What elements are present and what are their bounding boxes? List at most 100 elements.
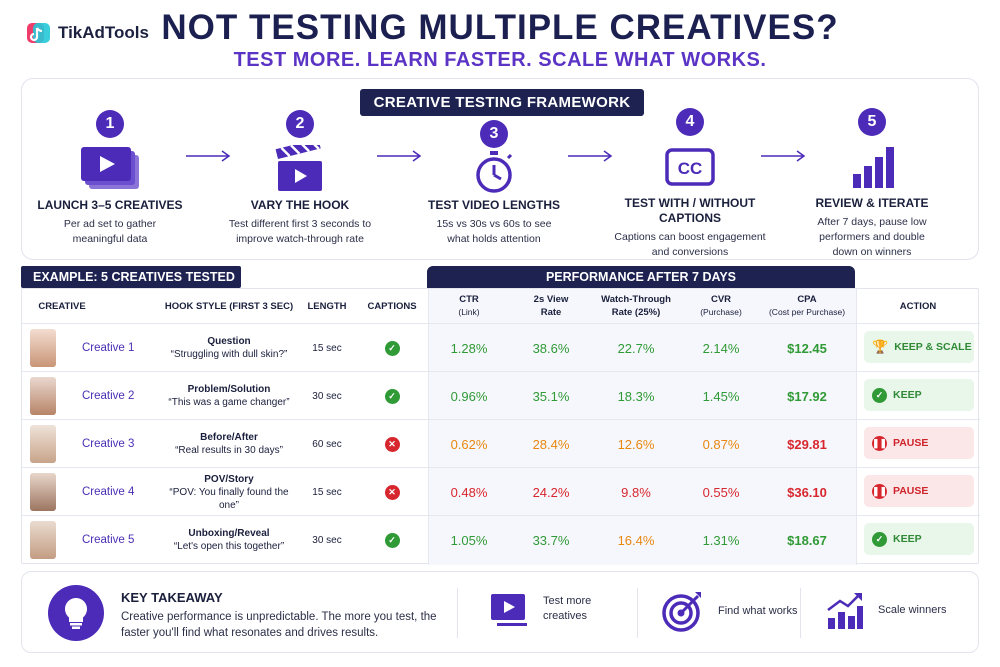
header-creative: CREATIVE: [38, 300, 86, 312]
arrow-icon: [186, 150, 231, 162]
step-title: LAUNCH 3–5 CREATIVES: [37, 198, 183, 212]
step-2: 2 VARY THE HOOK Test different first 3 s…: [210, 110, 390, 247]
header-view-rate: 2s View Rate: [533, 294, 569, 318]
ctr-value: 0.62%: [450, 436, 488, 452]
cpa-value: $36.10: [787, 484, 827, 500]
stopwatch-icon: [404, 150, 584, 194]
creative-name[interactable]: Creative 2: [82, 390, 135, 402]
cvr-value: 1.31%: [702, 532, 740, 548]
table-row: Creative 2 Problem/Solution “This was a g…: [22, 371, 980, 419]
check-icon: ✓: [872, 387, 887, 403]
view-rate-value: 28.4%: [532, 436, 570, 452]
step-number: 5: [858, 108, 886, 136]
divider: [800, 588, 801, 638]
header-cpa: CPA (Cost per Purchase): [768, 294, 846, 317]
length: 30 sec: [312, 390, 342, 402]
view-rate-value: 24.2%: [532, 484, 570, 500]
cpa-value: $18.67: [787, 532, 827, 548]
video-icon: [491, 594, 527, 626]
creative-table: CREATIVE HOOK STYLE (FIRST 3 SEC) LENGTH…: [21, 288, 980, 565]
performance-section: [428, 289, 856, 565]
key-takeaway-panel: KEY TAKEAWAY Creative performance is unp…: [21, 571, 979, 653]
step-desc: Per ad set to gather meaningful data: [63, 218, 157, 245]
header-length: LENGTH: [307, 300, 347, 312]
creative-thumbnail[interactable]: [30, 329, 56, 367]
video-stack-icon: [20, 144, 200, 194]
divider: [856, 289, 857, 565]
cpa-value: $29.81: [787, 436, 827, 452]
page-subtitle: TEST MORE. LEARN FASTER. SCALE WHAT WORK…: [233, 49, 767, 71]
watch-through-value: 18.3%: [617, 388, 655, 404]
captions-no-icon: ✕: [362, 420, 422, 468]
header-ctr: CTR (Link): [458, 294, 480, 317]
ctr-value: 1.28%: [450, 340, 488, 356]
step-number: 2: [286, 110, 314, 138]
brand-name: TikAdTools: [58, 23, 149, 42]
creative-name[interactable]: Creative 1: [82, 342, 135, 354]
view-rate-value: 33.7%: [532, 532, 570, 548]
step-title: REVIEW & ITERATE: [815, 196, 929, 210]
step-3: 3 TEST VIDEO LENGTHS 15s vs 30s vs 60s t…: [404, 120, 584, 247]
cvr-value: 2.14%: [702, 340, 740, 356]
action-keep[interactable]: ✓ KEEP: [864, 523, 974, 555]
creative-thumbnail[interactable]: [30, 521, 56, 559]
step-number: 1: [96, 110, 124, 138]
takeaway-text: Creative performance is unpredictable. T…: [121, 611, 437, 639]
creative-name[interactable]: Creative 5: [82, 534, 135, 546]
header-action: ACTION: [899, 300, 937, 312]
step-1: 1 LAUNCH 3–5 CREATIVES Per ad set to gat…: [20, 110, 200, 247]
table-row: Creative 4 POV/Story “POV: You finally fo…: [22, 467, 980, 515]
creative-name[interactable]: Creative 4: [82, 486, 135, 498]
ctr-value: 1.05%: [450, 532, 488, 548]
takeaway-item: Test more creatives: [489, 590, 623, 628]
creative-thumbnail[interactable]: [30, 377, 56, 415]
step-title: VARY THE HOOK: [250, 198, 350, 212]
watch-through-value: 22.7%: [617, 340, 655, 356]
hook-style: Question “Struggling with dull skin?”: [170, 336, 288, 360]
action-pause[interactable]: ❚❚ PAUSE: [864, 475, 974, 507]
watch-through-value: 12.6%: [617, 436, 655, 452]
check-icon: ✓: [872, 531, 887, 547]
example-label: EXAMPLE: 5 CREATIVES TESTED: [21, 266, 241, 288]
header-watch-through: Watch-Through Rate (25%): [601, 294, 671, 318]
takeaway-item: Scale winners: [826, 590, 958, 630]
hook-style: Unboxing/Reveal “Let's open this together…: [173, 528, 285, 552]
step-5: 5 REVIEW & ITERATE After 7 days, pause l…: [782, 108, 962, 260]
captions-yes-icon: ✓: [362, 516, 422, 564]
header-hook: HOOK STYLE (FIRST 3 SEC): [164, 300, 294, 312]
growth-chart-icon: [827, 593, 863, 629]
action-keep-scale[interactable]: 🏆 KEEP & SCALE: [864, 331, 974, 363]
header-cvr: CVR (Purchase): [700, 294, 742, 317]
step-number: 4: [676, 108, 704, 136]
clapperboard-icon: [210, 144, 390, 194]
ctr-value: 0.96%: [450, 388, 488, 404]
svg-text:CC: CC: [678, 159, 703, 178]
action-pause[interactable]: ❚❚ PAUSE: [864, 427, 974, 459]
creative-thumbnail[interactable]: [30, 473, 56, 511]
length: 30 sec: [312, 534, 342, 546]
lightbulb-icon: [48, 585, 104, 641]
captions-yes-icon: ✓: [362, 324, 422, 372]
divider: [428, 289, 429, 565]
captions-yes-icon: ✓: [362, 372, 422, 420]
creative-name[interactable]: Creative 3: [82, 438, 135, 450]
creative-thumbnail[interactable]: [30, 425, 56, 463]
action-keep[interactable]: ✓ KEEP: [864, 379, 974, 411]
cpa-value: $12.45: [787, 340, 827, 356]
cvr-value: 0.87%: [702, 436, 740, 452]
captions-no-icon: ✕: [362, 468, 422, 516]
divider: [457, 588, 458, 638]
step-desc: Test different first 3 seconds to improv…: [228, 218, 372, 245]
header-captions: CAPTIONS: [367, 300, 417, 312]
table-row: Creative 5 Unboxing/Reveal “Let's open th…: [22, 515, 980, 563]
bar-chart-icon: [782, 142, 962, 192]
divider: [637, 588, 638, 638]
view-rate-value: 35.1%: [532, 388, 570, 404]
step-desc: 15s vs 30s vs 60s to see what holds atte…: [436, 218, 552, 245]
step-number: 3: [480, 120, 508, 148]
takeaway-title: KEY TAKEAWAY: [121, 590, 223, 605]
length: 15 sec: [312, 342, 342, 354]
step-title: TEST WITH / WITHOUT CAPTIONS: [624, 196, 756, 225]
hook-style: POV/Story “POV: You finally found the one…: [169, 473, 289, 511]
cvr-value: 0.55%: [702, 484, 740, 500]
